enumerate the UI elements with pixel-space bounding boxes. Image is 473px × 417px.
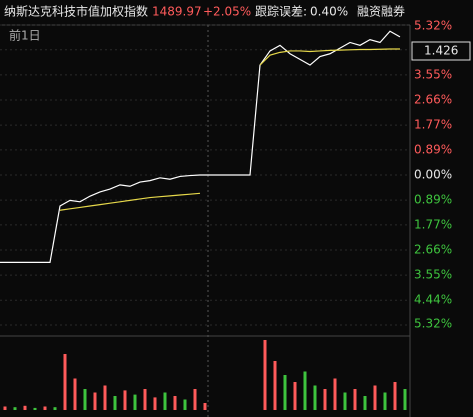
volume-bar — [353, 389, 357, 410]
volume-bar — [393, 382, 397, 410]
volume-bar — [183, 399, 187, 410]
change: +2.05% — [203, 5, 251, 19]
price-label: 1.426 — [424, 44, 458, 58]
volume-bar — [303, 371, 307, 410]
price-label-box — [411, 41, 471, 61]
volume-bar — [13, 407, 17, 410]
y-tick-label: 2.66% — [414, 93, 452, 107]
margin-link[interactable]: 融资融券 — [357, 4, 405, 19]
y-tick-label: 1.77% — [414, 217, 452, 231]
volume-bar — [383, 392, 387, 410]
price: 1489.97 — [152, 5, 202, 19]
index-name: 纳斯达克科技市值加权指数 — [4, 4, 148, 19]
price-line — [59, 48, 400, 211]
volume-bar — [313, 385, 317, 410]
volume-bar — [43, 406, 47, 410]
prev-day: 前1日 — [9, 28, 41, 43]
y-tick-label: 0.00% — [414, 168, 452, 182]
y-tick-label: 2.66% — [414, 243, 452, 257]
volume-bar — [143, 389, 147, 410]
volume-bar — [333, 378, 337, 410]
volume-bar — [153, 397, 157, 410]
y-tick-label: 1.77% — [414, 118, 452, 132]
volume-bar — [63, 354, 67, 410]
volume-bar — [93, 392, 97, 410]
volume-bar — [53, 407, 57, 410]
volume-bar — [103, 385, 107, 410]
y-tick-label: 4.44% — [414, 293, 452, 307]
y-tick-label: 3.55% — [414, 268, 452, 282]
volume-bar — [33, 407, 37, 410]
volume-bar — [373, 385, 377, 410]
y-tick-label: 3.55% — [414, 67, 452, 81]
volume-bar — [163, 392, 167, 410]
volume-bar — [193, 389, 197, 410]
volume-bar — [83, 389, 87, 410]
volume-bar — [293, 382, 297, 410]
volume-bar — [273, 361, 277, 410]
volume-bar — [73, 378, 77, 410]
volume-bar — [323, 389, 327, 410]
volume-bar — [363, 396, 367, 410]
volume-bar — [203, 403, 207, 410]
volume-bar — [3, 406, 7, 410]
y-tick-label: 0.89% — [414, 142, 452, 156]
y-tick-label: 5.32% — [414, 19, 452, 33]
tracking-label: 跟踪误差: — [255, 5, 307, 19]
volume-bar — [283, 375, 287, 410]
tracking-value: 0.40% — [310, 5, 348, 19]
volume-bar — [23, 405, 27, 410]
y-tick-label: 5.32% — [414, 317, 452, 331]
volume-bar — [263, 340, 267, 410]
volume-bar — [343, 392, 347, 410]
volume-bar — [113, 396, 117, 410]
price-line — [0, 30, 401, 264]
volume-bar — [403, 389, 407, 410]
volume-bar — [133, 394, 137, 410]
y-tick-label: 0.89% — [414, 193, 452, 207]
volume-bar — [123, 390, 127, 410]
volume-bar — [173, 396, 177, 410]
